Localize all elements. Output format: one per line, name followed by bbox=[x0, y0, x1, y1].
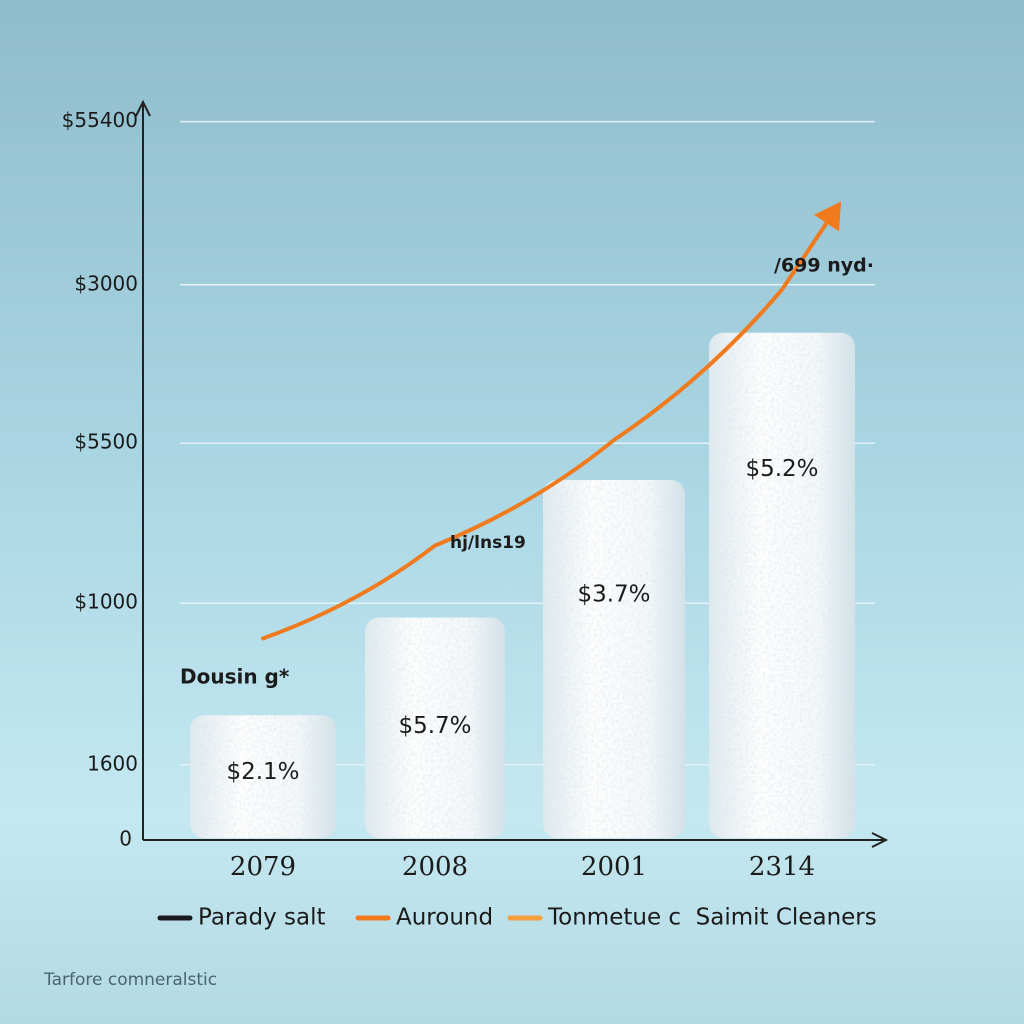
legend-label: Parady salt bbox=[198, 905, 326, 931]
y-tick-label: 1600 bbox=[87, 751, 138, 775]
bar bbox=[543, 480, 685, 838]
y-tick-label: $3000 bbox=[74, 271, 138, 295]
x-axis-arrow bbox=[871, 832, 889, 848]
bar bbox=[365, 617, 505, 838]
annotation: hj/lns19 bbox=[450, 533, 526, 553]
axes bbox=[135, 99, 889, 848]
trend-line bbox=[261, 221, 829, 641]
y-tick-label: $55400 bbox=[62, 108, 138, 132]
bar-label: $3.7% bbox=[577, 582, 650, 608]
x-tick-label: 2079 bbox=[230, 852, 296, 882]
annotation: /699 nyd· bbox=[774, 255, 874, 277]
bar-label: $2.1% bbox=[226, 759, 299, 785]
y-tick-label: $1000 bbox=[74, 590, 138, 614]
bar bbox=[709, 332, 855, 838]
bar-label: $5.7% bbox=[398, 713, 471, 739]
x-tick-label: 2314 bbox=[749, 852, 815, 882]
trend-arrowhead bbox=[814, 201, 842, 232]
bar bbox=[190, 715, 336, 838]
x-tick-label: 2001 bbox=[581, 852, 647, 882]
bar-label: $5.2% bbox=[745, 456, 818, 482]
y-tick-label: 0 bbox=[119, 827, 132, 851]
annotation: Dousin g* bbox=[180, 665, 290, 689]
x-tick-label: 2008 bbox=[402, 852, 468, 882]
y-tick-label: $5500 bbox=[74, 430, 138, 454]
legend-label: Auround bbox=[396, 905, 493, 931]
y-axis-arrow bbox=[135, 99, 151, 117]
footer: Tarfore comneralstic bbox=[43, 970, 217, 990]
legend-label: Tonmetue c Saimit Cleaners bbox=[547, 905, 877, 931]
